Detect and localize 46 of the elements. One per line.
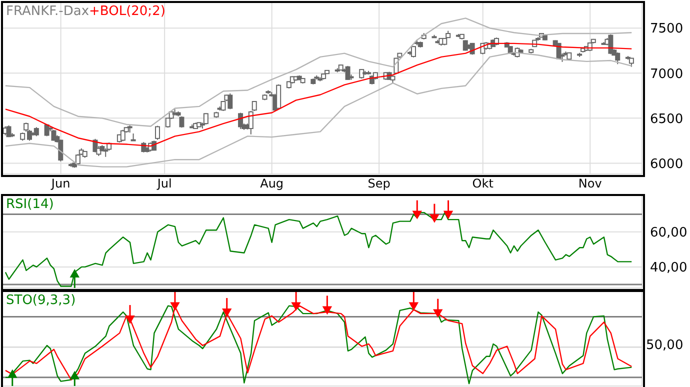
point: [222, 308, 232, 317]
x-tick-label: Okt: [472, 176, 494, 191]
y-tick-label: 7000: [650, 66, 684, 82]
candlestick: [615, 52, 620, 65]
text: STO(9,3,3): [6, 293, 76, 308]
candlestick: [120, 129, 126, 142]
candlestick: [179, 116, 184, 128]
candlestick: [34, 126, 39, 137]
point: [70, 269, 80, 278]
candlestick: [203, 112, 208, 125]
point: [126, 316, 134, 324]
candlestick: [345, 65, 350, 80]
point: [70, 371, 80, 380]
point: [430, 214, 439, 222]
y-tick-label: 60,00: [650, 225, 688, 240]
point: [444, 210, 453, 219]
y-tick-label: 40,00: [650, 260, 688, 276]
line-series: [4, 18, 632, 127]
text: RSI(14): [6, 197, 54, 212]
text: 50,00: [646, 338, 684, 354]
point: [409, 302, 418, 310]
point: [433, 309, 442, 318]
candlestick: [411, 46, 416, 58]
point: [170, 302, 180, 310]
y-tick-label: 6500: [650, 112, 684, 127]
line-series: [4, 52, 632, 168]
candlestick: [276, 84, 282, 110]
point: [8, 370, 17, 378]
candlestick: [155, 125, 160, 140]
candlestick: [359, 68, 364, 80]
x-tick-label: Aug: [260, 176, 284, 191]
x-tick-label: Jul: [156, 176, 172, 191]
y-tick-label: 7500: [650, 22, 684, 37]
chart-title: FRANKF.-Dax: [6, 4, 90, 19]
text: +BOL(20;2): [89, 4, 166, 19]
candlestick: [228, 92, 233, 110]
x-tick-label: Jun: [50, 176, 70, 191]
line-series: [4, 42, 632, 147]
x-tick-label: Sep: [368, 176, 390, 191]
line-series: [4, 212, 632, 287]
x-tick-label: Nov: [578, 176, 602, 191]
candlestick: [58, 139, 64, 162]
y-tick-label: 6000: [650, 156, 684, 172]
point: [292, 302, 301, 310]
point: [322, 306, 332, 314]
point: [412, 210, 422, 219]
